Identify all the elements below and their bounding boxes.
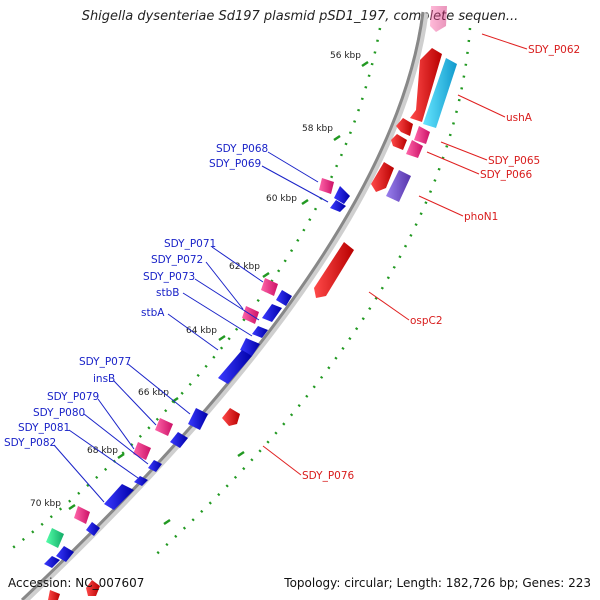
label-sdy-p062: SDY_P062 bbox=[528, 44, 580, 56]
gene-sdy-p071[interactable] bbox=[261, 278, 278, 296]
gene-blue-3[interactable] bbox=[170, 432, 188, 448]
gene-bottom-red-2[interactable] bbox=[48, 590, 60, 600]
gene-pink-70[interactable] bbox=[74, 506, 90, 524]
gene-sdy-p069[interactable] bbox=[330, 200, 346, 212]
gene-sdy-p076[interactable] bbox=[222, 408, 240, 426]
tick-label-62kbp: 62 kbp bbox=[229, 262, 260, 272]
label-sdy-p073: SDY_P073 bbox=[143, 271, 195, 283]
label-sdy-p066: SDY_P066 bbox=[480, 169, 533, 181]
gene-sdy-p080[interactable] bbox=[148, 460, 162, 472]
gene-sdy-p062[interactable] bbox=[430, 6, 447, 32]
gene-small-red-2[interactable] bbox=[391, 134, 407, 150]
gene-sdy-p079[interactable] bbox=[133, 442, 151, 460]
accession-text: Accession: NC_007607 bbox=[8, 576, 145, 590]
label-ospC2: ospC2 bbox=[410, 315, 443, 327]
gene-blue-bottom-2[interactable] bbox=[44, 556, 60, 568]
gene-p063[interactable] bbox=[410, 48, 442, 122]
gene-sdy-p082[interactable] bbox=[104, 484, 134, 510]
tick-label-70kbp: 70 kbp bbox=[30, 499, 61, 509]
gene-sdy-p068[interactable] bbox=[319, 178, 334, 194]
label-sdy-p072: SDY_P072 bbox=[151, 254, 203, 266]
label-sdy-p076: SDY_P076 bbox=[302, 470, 355, 482]
gene-phoN1[interactable] bbox=[386, 170, 411, 202]
backbone-shadow bbox=[22, 12, 429, 600]
label-stbB: stbB bbox=[156, 287, 179, 299]
label-sdy-p071: SDY_P071 bbox=[164, 238, 216, 250]
label-sdy-p065: SDY_P065 bbox=[488, 155, 540, 167]
tick-label-56kbp: 56 kbp bbox=[330, 51, 361, 61]
label-sdy-p069: SDY_P069 bbox=[209, 158, 261, 170]
map-title: Shigella dysenteriae Sd197 plasmid pSD1_… bbox=[81, 9, 519, 24]
gene-green[interactable] bbox=[46, 528, 64, 548]
label-sdy-p077: SDY_P077 bbox=[79, 356, 131, 368]
gene-blue-2[interactable] bbox=[276, 290, 292, 306]
topology-summary: Topology: circular; Length: 182,726 bp; … bbox=[284, 576, 591, 590]
gene-blue-1[interactable] bbox=[334, 186, 350, 204]
gene-large-blue[interactable] bbox=[218, 350, 252, 384]
gene-small-red-1[interactable] bbox=[396, 118, 413, 136]
gene-sdy-p066[interactable] bbox=[406, 140, 423, 158]
tick-label-66kbp: 66 kbp bbox=[138, 388, 169, 398]
label-stbA: stbA bbox=[141, 307, 165, 319]
label-sdy-p068: SDY_P068 bbox=[216, 143, 268, 155]
gene-sdy-p065[interactable] bbox=[414, 126, 430, 144]
gene-stbA[interactable] bbox=[240, 338, 260, 356]
gene-insB[interactable] bbox=[155, 418, 173, 436]
gene-bottom-red[interactable] bbox=[86, 580, 100, 596]
tick-marks bbox=[68, 60, 369, 526]
label-sdy-p081: SDY_P081 bbox=[18, 422, 70, 434]
tick-label-68kbp: 68 kbp bbox=[87, 446, 118, 456]
label-insB: insB bbox=[93, 373, 115, 385]
gene-red-3[interactable] bbox=[371, 162, 394, 192]
label-ushA: ushA bbox=[506, 112, 533, 124]
label-sdy-p082: SDY_P082 bbox=[4, 437, 56, 449]
tick-label-58kbp: 58 kbp bbox=[302, 124, 333, 134]
gene-blue-70[interactable] bbox=[86, 522, 100, 536]
reverse-label-lines bbox=[53, 151, 329, 503]
gene-sdy-p077[interactable] bbox=[188, 408, 208, 430]
gene-stbB[interactable] bbox=[252, 326, 268, 338]
gene-ushA[interactable] bbox=[423, 58, 457, 128]
tick-label-60kbp: 60 kbp bbox=[266, 194, 297, 204]
gene-sdy-p081[interactable] bbox=[134, 476, 148, 486]
label-phoN1: phoN1 bbox=[464, 211, 498, 223]
label-sdy-p080: SDY_P080 bbox=[33, 407, 85, 419]
forward-label-lines bbox=[262, 33, 528, 476]
label-sdy-p079: SDY_P079 bbox=[47, 391, 99, 403]
tick-label-64kbp: 64 kbp bbox=[186, 326, 217, 336]
forward-features bbox=[48, 6, 457, 600]
gene-blue-bottom-1[interactable] bbox=[56, 546, 74, 562]
gene-sdy-p073[interactable] bbox=[262, 304, 282, 322]
reverse-features bbox=[44, 178, 350, 568]
gene-ospC2[interactable] bbox=[314, 242, 354, 298]
